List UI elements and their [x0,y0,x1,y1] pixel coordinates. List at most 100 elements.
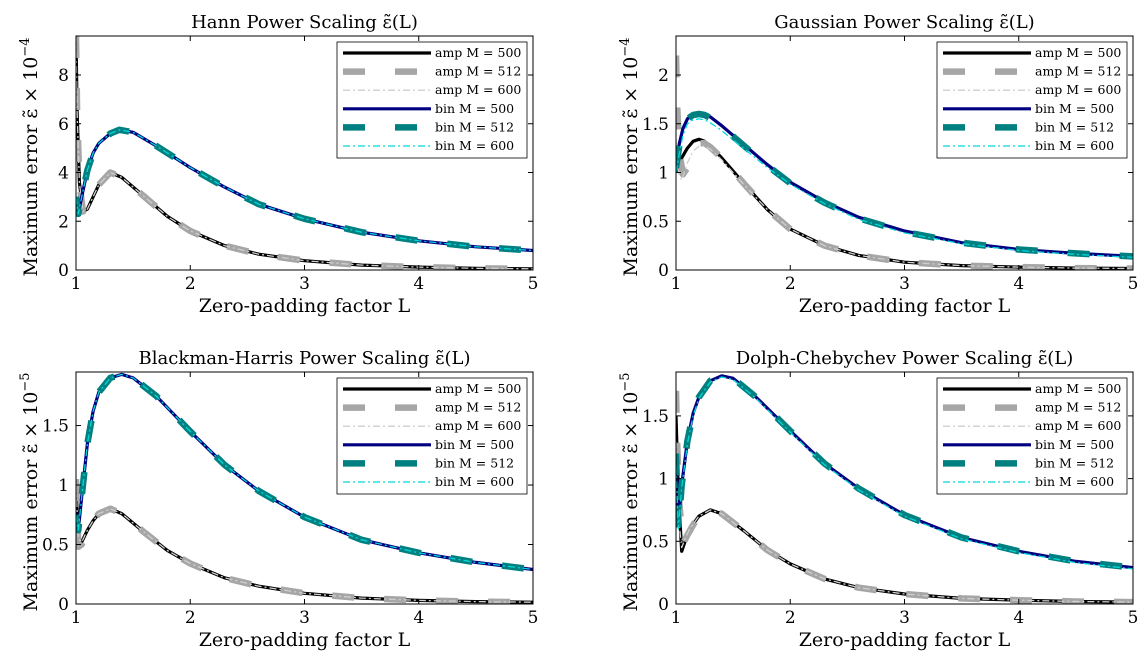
series-line-bin-512 [676,372,1133,571]
y-tick-label: 8 [58,66,69,86]
legend: amp M = 500 amp M = 512 amp M = 600 bin M =… [936,41,1128,159]
legend-label: amp M = 512 [435,64,521,79]
series-line-bin-600 [676,118,1133,258]
legend-label: bin M = 600 [435,474,514,489]
y-axis-label: Maximum error ε̃ × 10−4 [618,37,642,276]
y-axis-label: Maximum error ε̃ × 10−4 [18,37,42,276]
legend-label: bin M = 500 [435,101,514,116]
x-tick-label: 5 [528,274,539,294]
x-tick-label: 2 [185,274,196,294]
y-axis-label-text: Maximum error ε̃ × 10 [20,57,42,277]
chart-title: Dolph-Chebychev Power Scaling ε̃(L) [736,348,1074,369]
y-tick-label: 0.5 [42,536,69,556]
y-tick-label: 1 [58,476,69,496]
legend-label: bin M = 512 [1035,119,1114,134]
series-line-bin-512 [676,110,1133,260]
legend-label: amp M = 512 [1035,64,1121,79]
y-tick-label: 0 [658,261,669,281]
x-axis-label: Zero-padding factor L [199,295,411,317]
x-axis-label: Zero-padding factor L [799,295,1011,317]
legend-box [936,377,1128,495]
legend-label: amp M = 600 [435,82,521,97]
legend-label: bin M = 500 [435,437,514,452]
legend: amp M = 500 amp M = 512 amp M = 600 bin M =… [336,41,528,159]
series-line-bin-600 [76,129,533,252]
legend-label: amp M = 500 [1035,45,1121,60]
chart-title: Hann Power Scaling ε̃(L) [191,12,418,33]
legend-label: amp M = 600 [1035,82,1121,97]
x-tick-label: 4 [413,274,424,294]
legend-box [336,41,528,159]
x-tick-label: 5 [1128,608,1137,628]
chart-panel-4: 1 2 3 4 5 0 0.5 1 1.5 Dolph-Chebychev Power Scali… [618,348,1137,651]
y-tick-label: 0 [58,261,69,281]
legend: amp M = 500 amp M = 512 amp M = 600 bin M =… [336,377,528,495]
series-line-amp-600 [76,484,533,603]
series-line-amp-600 [676,440,1133,603]
y-tick-label: 0.5 [642,532,669,552]
x-tick-label: 4 [1013,274,1024,294]
legend-label: amp M = 512 [435,400,521,415]
legend-label: amp M = 512 [1035,400,1121,415]
x-tick-label: 2 [785,608,796,628]
series-line-amp-512 [76,478,533,604]
y-tick-label: 1.5 [642,407,669,427]
chart-panel-2: 1 2 3 4 5 0 0.5 1 1.5 2 Gaussian Power Scaling ε̃(… [618,12,1137,317]
series-line-bin-600 [76,373,533,571]
y-axis-label-text: Maximum error ε̃ × 10 [620,57,642,277]
x-tick-label: 1 [671,608,682,628]
x-tick-label: 3 [299,274,310,294]
x-tick-label: 4 [1013,608,1024,628]
chart-title: Blackman-Harris Power Scaling ε̃(L) [139,348,471,369]
series-line-amp-500 [76,484,533,604]
series-line-bin-600 [676,376,1133,570]
legend-label: bin M = 600 [1035,474,1114,489]
chart-title: Gaussian Power Scaling ε̃(L) [774,12,1034,33]
y-axis-label-exponent: −4 [18,37,33,56]
y-tick-label: 1 [658,470,669,490]
x-tick-label: 4 [413,608,424,628]
x-tick-label: 2 [785,274,796,294]
legend-label: bin M = 512 [1035,455,1114,470]
series-line-amp-600 [676,138,1133,270]
y-tick-label: 2 [58,212,69,232]
y-tick-label: 1.5 [42,417,69,437]
y-axis-label: Maximum error ε̃ × 10−5 [18,372,42,611]
x-tick-label: 3 [899,608,910,628]
y-axis-label-exponent: −5 [618,372,633,391]
x-tick-label: 5 [1128,274,1137,294]
legend-label: bin M = 600 [1035,138,1114,153]
legend-box [936,41,1128,159]
x-tick-label: 1 [71,274,82,294]
y-axis-label-text: Maximum error ε̃ × 10 [620,392,642,612]
legend-label: amp M = 600 [435,418,521,433]
y-tick-label: 1 [658,164,669,184]
series-line-amp-600 [76,36,533,270]
legend-label: amp M = 600 [1035,418,1121,433]
legend: amp M = 500 amp M = 512 amp M = 600 bin M =… [936,377,1128,495]
y-tick-label: 4 [58,164,69,184]
legend-label: amp M = 500 [1035,381,1121,396]
legend-label: bin M = 512 [435,119,514,134]
series-line-amp-512 [676,390,1133,604]
y-tick-label: 0.5 [642,212,669,232]
legend-label: bin M = 500 [1035,437,1114,452]
y-axis-label-exponent: −5 [18,372,33,391]
x-axis-label: Zero-padding factor L [199,629,411,651]
x-tick-label: 5 [528,608,539,628]
y-tick-label: 1.5 [642,115,669,135]
legend-label: bin M = 600 [435,138,514,153]
x-tick-label: 2 [185,608,196,628]
x-tick-label: 1 [671,274,682,294]
x-tick-label: 1 [71,608,82,628]
y-axis-label-exponent: −4 [618,37,633,56]
y-tick-label: 0 [58,595,69,615]
legend-label: bin M = 500 [1035,101,1114,116]
series-line-amp-500 [676,137,1133,270]
legend-box [336,377,528,495]
legend-label: bin M = 512 [435,455,514,470]
y-axis-label: Maximum error ε̃ × 10−5 [618,372,642,611]
series-line-bin-512 [76,126,533,254]
chart-panel-1: 1 2 3 4 5 0 2 4 6 8 Hann Power Scaling ε̃(L) Zero-p… [18,12,538,317]
